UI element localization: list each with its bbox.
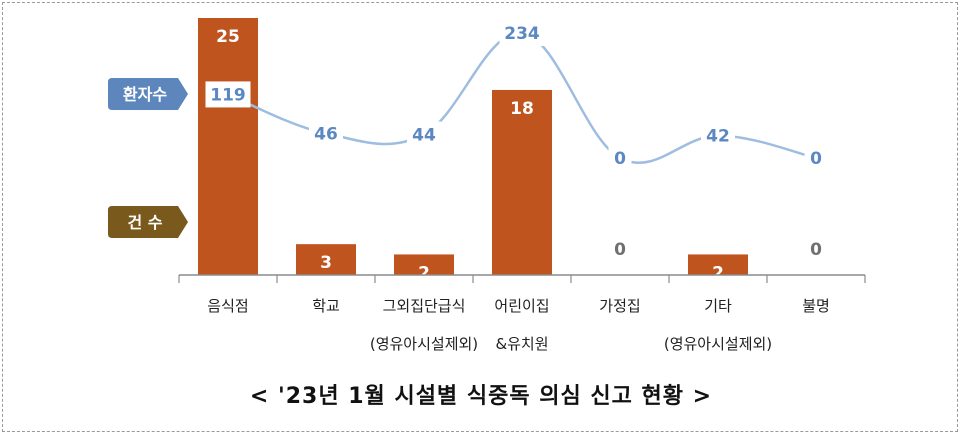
legend-count-badge-label: 건 수 (127, 213, 162, 232)
x-tick-label-3-0: 어린이집 (494, 297, 549, 315)
legend-count-badge (108, 206, 188, 238)
bar-0 (198, 18, 258, 275)
patient-label-bg-6 (804, 145, 828, 171)
x-tick-label-5-1: (영유아시설제외) (664, 335, 772, 353)
bar-label-4: 0 (614, 240, 626, 260)
x-tick-label-0-0: 음식점 (207, 297, 248, 315)
x-tick-label-2-1: (영유아시설제외) (370, 335, 478, 353)
patient-label-0: 119 (210, 85, 246, 105)
patient-label-bg-2 (407, 121, 441, 148)
patient-label-bg-1 (309, 120, 343, 147)
bar-3 (492, 89, 552, 276)
bar-2 (394, 254, 454, 275)
bar-label-1: 3 (320, 253, 332, 273)
legend-patient-badge (108, 78, 188, 110)
patient-label-5: 42 (706, 127, 730, 147)
x-tick-label-6-0: 불명 (802, 297, 830, 315)
chart-caption: < '23년 1월 시설별 식중독 의심 신고 현황 > (249, 384, 713, 409)
bar-5 (688, 254, 748, 275)
patient-label-6: 0 (810, 149, 822, 169)
bar-label-6: 0 (810, 240, 822, 260)
patient-label-bg-0 (205, 81, 251, 108)
bar-label-5: 2 (712, 263, 724, 283)
x-tick-label-2-0: 그외집단급식 (383, 297, 466, 315)
patient-label-4: 0 (614, 149, 626, 169)
legend-patient-badge-label: 환자수 (123, 85, 167, 104)
patient-label-bg-4 (608, 145, 632, 171)
patient-label-1: 46 (314, 124, 338, 144)
patient-label-bg-5 (701, 122, 735, 149)
bar-label-3: 18 (510, 99, 534, 119)
x-tick-label-1-0: 학교 (312, 297, 340, 315)
patient-label-bg-3 (499, 20, 545, 46)
x-tick-label-5-0: 기타 (704, 297, 732, 315)
bar-1 (296, 244, 356, 275)
patient-label-3: 234 (504, 24, 540, 44)
bar-label-2: 2 (418, 263, 430, 283)
x-tick-label-3-1: &유치원 (495, 335, 548, 353)
bar-label-0: 25 (216, 27, 240, 47)
x-tick-label-4-0: 가정집 (599, 297, 640, 315)
patient-label-2: 44 (412, 125, 436, 145)
